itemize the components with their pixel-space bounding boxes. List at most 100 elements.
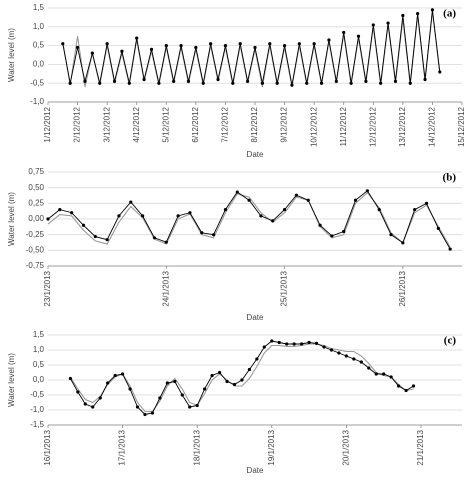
y-tick-label: -0,5	[30, 78, 44, 87]
x-tick-label: 20/1/2013	[341, 429, 350, 465]
data-point	[275, 81, 279, 85]
data-point	[271, 219, 275, 223]
data-point	[292, 342, 296, 346]
data-point	[268, 42, 272, 46]
data-point	[356, 34, 361, 38]
data-point	[260, 81, 264, 85]
data-point	[117, 214, 121, 218]
data-point	[188, 211, 192, 215]
data-point	[135, 405, 140, 409]
data-point	[105, 238, 109, 242]
data-point	[158, 396, 162, 400]
data-point	[127, 81, 131, 85]
series-line	[62, 11, 441, 88]
data-point	[247, 367, 252, 372]
y-tick-label: 0,50	[28, 183, 44, 192]
x-tick-label: 18/1/2013	[192, 429, 201, 465]
data-point	[93, 234, 97, 239]
x-tick-label: 16/1/2013	[43, 429, 52, 465]
y-tick-label: 0,5	[33, 360, 45, 369]
data-point	[377, 208, 381, 212]
y-tick-label: 0,5	[33, 41, 45, 50]
data-point	[322, 345, 326, 349]
data-point	[212, 233, 216, 237]
data-point	[129, 200, 133, 204]
x-tick-label: 19/1/2013	[267, 429, 276, 465]
data-point	[165, 381, 169, 385]
data-point	[282, 208, 287, 212]
data-point	[334, 79, 338, 83]
x-tick-label: 1/12/2012	[43, 106, 52, 142]
y-tick-label: 0,75	[28, 167, 44, 176]
data-point	[297, 42, 301, 46]
data-point	[393, 79, 398, 83]
data-point	[438, 70, 442, 74]
x-tick-label: 12/12/2012	[368, 106, 377, 147]
data-point	[201, 81, 205, 85]
data-point	[152, 236, 157, 240]
data-point	[305, 81, 309, 85]
data-point	[386, 21, 390, 25]
data-point	[98, 396, 102, 400]
x-tick-label: 26/1/2013	[398, 270, 407, 306]
data-point	[318, 223, 322, 227]
x-axis-label: Date	[247, 466, 264, 475]
data-point	[306, 198, 310, 202]
data-point	[349, 81, 353, 85]
data-point	[327, 38, 331, 42]
data-point	[396, 384, 401, 388]
data-point	[179, 44, 183, 48]
data-point	[344, 354, 348, 358]
data-point	[113, 373, 117, 378]
data-point	[231, 81, 235, 85]
data-point	[411, 384, 416, 388]
data-point	[330, 234, 334, 238]
data-point	[448, 247, 452, 251]
data-point	[389, 233, 393, 237]
data-point	[195, 403, 199, 408]
x-tick-label: 4/12/2012	[132, 106, 141, 142]
data-point	[186, 79, 191, 83]
data-point	[217, 370, 222, 375]
data-point	[285, 342, 289, 346]
data-point	[423, 77, 427, 82]
panel-label: (a)	[443, 8, 456, 20]
data-point	[246, 79, 250, 83]
data-point	[210, 373, 214, 378]
data-point	[157, 81, 161, 85]
y-tick-label: 1,5	[33, 330, 45, 339]
data-point	[81, 223, 86, 227]
data-point	[389, 375, 393, 379]
data-point	[75, 45, 80, 50]
y-tick-label: -0,25	[26, 230, 45, 239]
y-tick-label: 0,0	[33, 60, 45, 69]
data-point	[106, 381, 110, 385]
y-tick-label: 0,00	[28, 214, 44, 223]
data-point	[408, 81, 412, 85]
x-tick-label: 2/12/2012	[73, 106, 82, 142]
data-point	[416, 12, 420, 16]
data-point	[337, 351, 341, 355]
data-point	[194, 45, 198, 50]
data-point	[307, 340, 311, 345]
x-tick-label: 6/12/2012	[191, 106, 200, 142]
x-tick-label: 24/1/2013	[161, 270, 170, 306]
data-point	[164, 44, 168, 48]
data-point	[282, 44, 287, 48]
data-point	[128, 387, 132, 391]
data-point	[150, 411, 155, 415]
data-point	[342, 229, 346, 234]
data-point	[240, 378, 244, 382]
x-tick-label: 7/12/2012	[221, 106, 230, 142]
x-tick-label: 14/12/2012	[428, 106, 437, 147]
data-point	[90, 51, 94, 55]
data-point	[149, 47, 154, 51]
data-point	[290, 83, 294, 87]
data-point	[247, 198, 251, 202]
data-point	[173, 379, 177, 384]
panel-label: (c)	[444, 335, 457, 347]
x-axis-label: Date	[247, 150, 264, 159]
data-point	[352, 357, 356, 361]
y-tick-label: 1,0	[33, 22, 45, 31]
